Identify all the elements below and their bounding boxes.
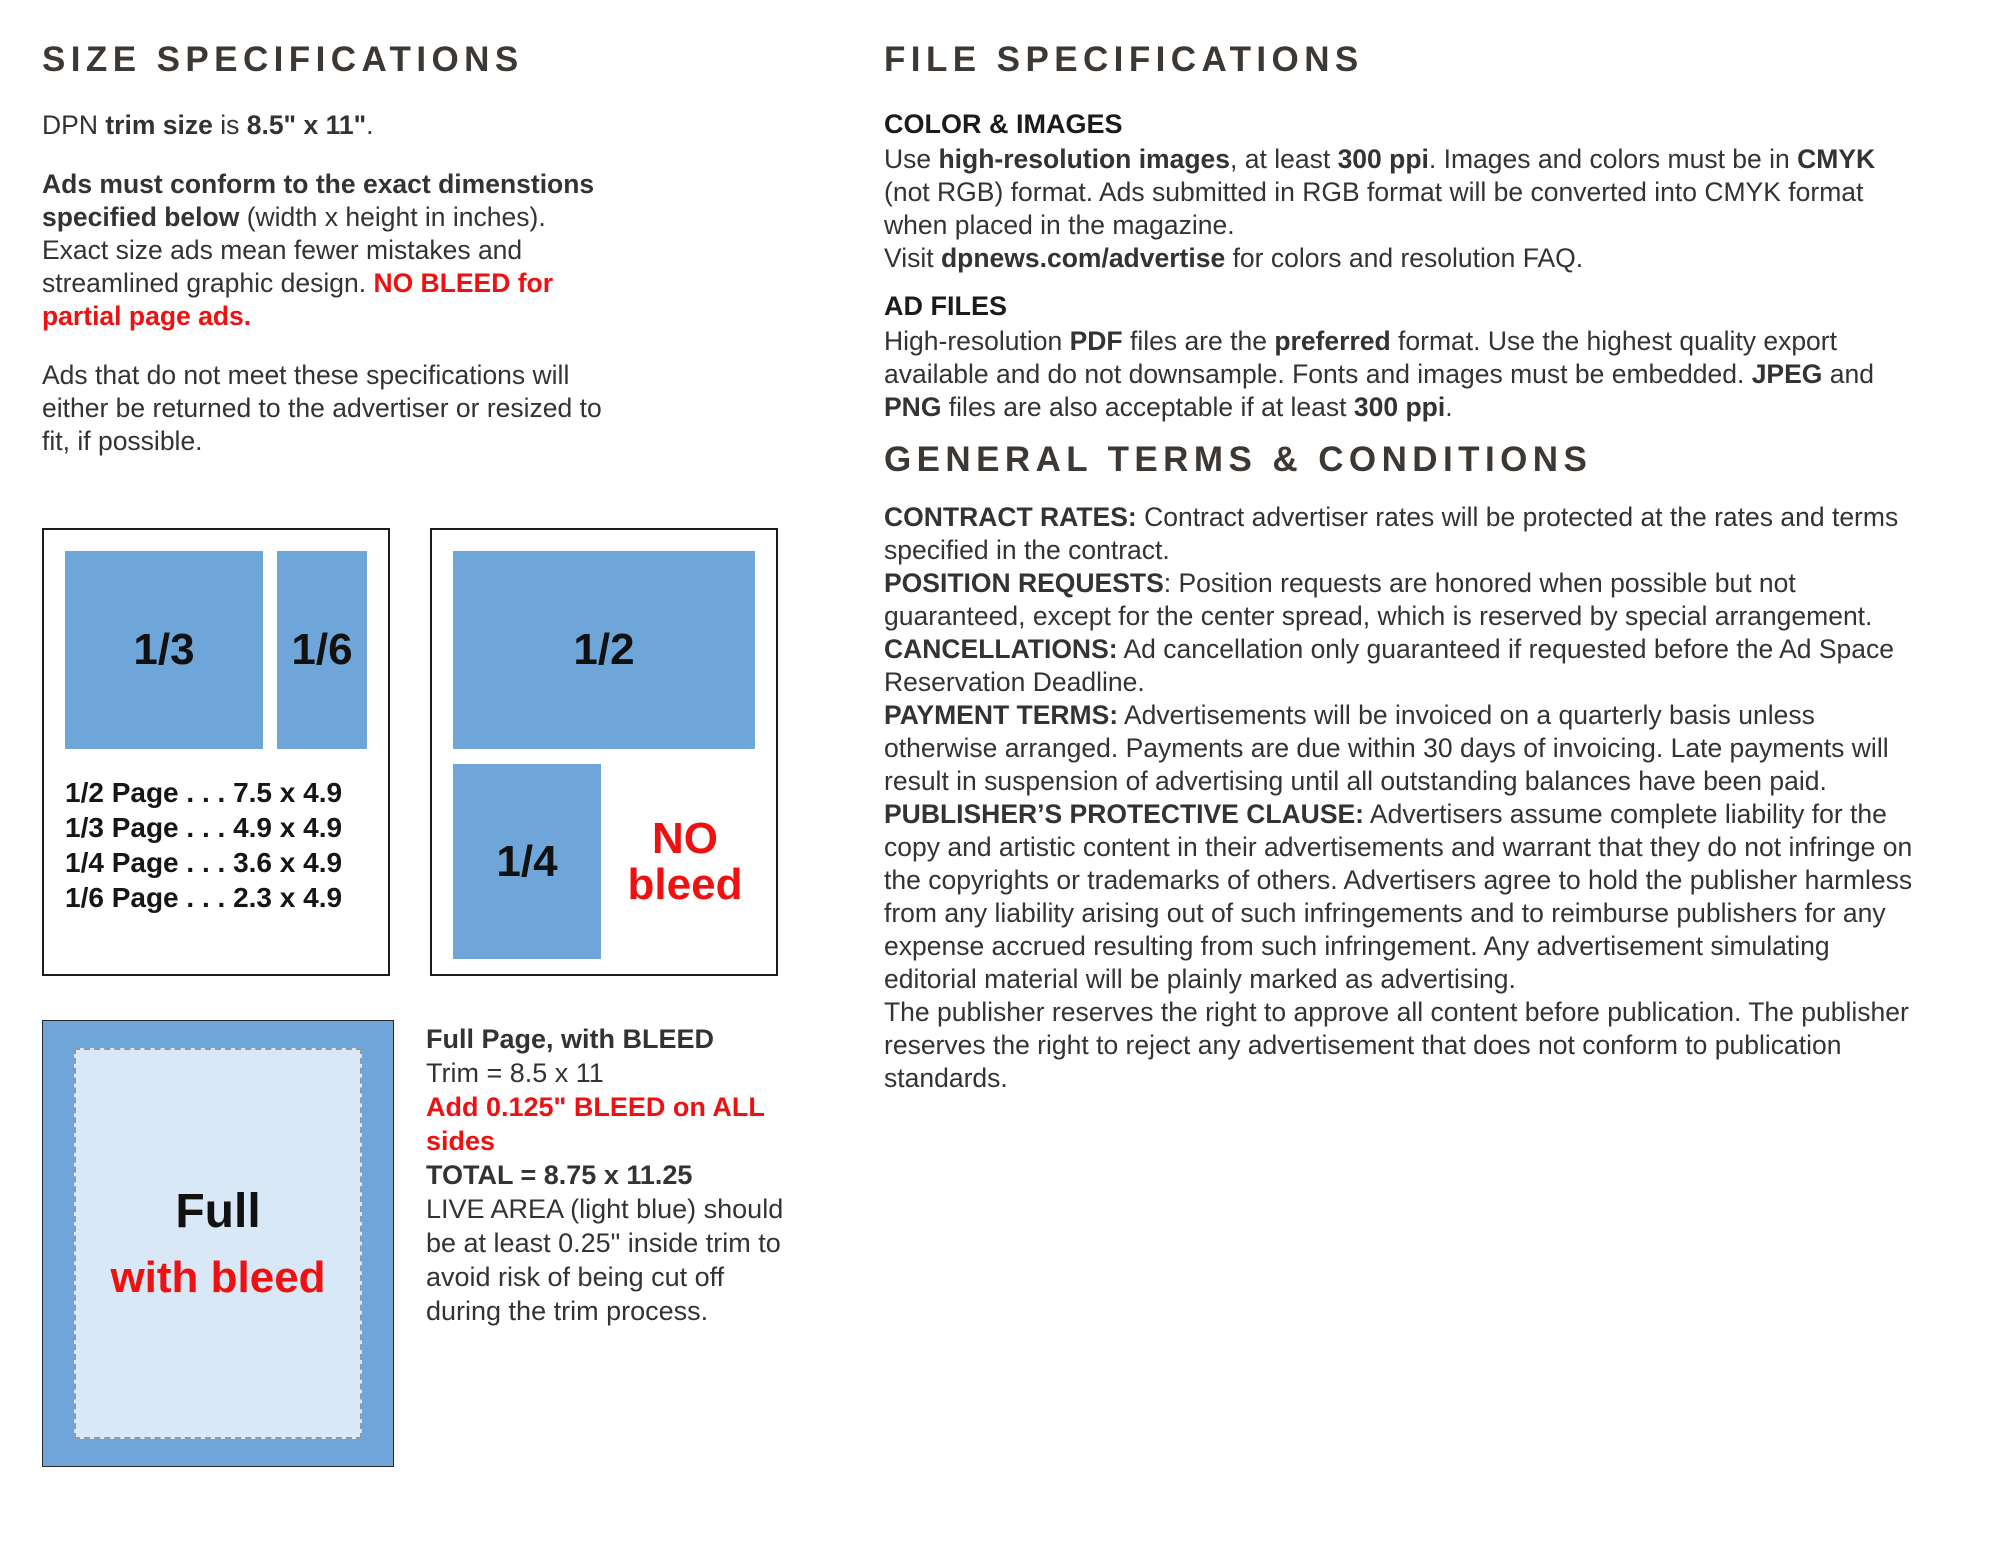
full-page-bleed-note: Full Page, with BLEED Trim = 8.5 x 11 Ad… [426, 1020, 784, 1467]
half-page-size: 1/2 Page . . . 7.5 x 4.9 [65, 777, 343, 809]
payment-terms-term: PAYMENT TERMS: Advertisements will be in… [884, 699, 1924, 798]
text-segment: format. Use the highest quality export a… [884, 326, 1837, 390]
text-segment: files are also acceptable if at least [941, 392, 1354, 423]
full-page-bleed-box: Full with bleed [42, 1020, 394, 1468]
text-segment: NO BLEED for partial page ads. [42, 268, 554, 332]
text-segment: CANCELLATIONS: [884, 634, 1118, 665]
text-segment: files are the [1122, 326, 1275, 357]
text-segment: : Position requests are honored when pos… [884, 568, 1873, 632]
text-segment: Ads must conform to the exact dimenstion… [42, 169, 595, 233]
text-segment: high-resolution images [938, 144, 1231, 175]
text-segment: POSITION REQUESTS [884, 568, 1164, 599]
quarter-label: 1/4 [496, 836, 558, 886]
quarter-page-size: 1/4 Page . . . 3.6 x 4.9 [65, 847, 343, 879]
nonconforming-ads-paragraph: Ads that do not meet these specification… [42, 360, 602, 457]
text-segment: Advertisers assume complete liability fo… [884, 799, 1913, 1094]
text-segment: Advertisements will be invoiced on a qua… [884, 700, 1889, 797]
text-segment: JPEG [1751, 359, 1823, 390]
text-segment: High-resolution [884, 326, 1070, 357]
text-segment: Ad cancellation only guaranteed if reque… [884, 634, 1894, 698]
no-bleed-label: NO bleed [627, 813, 743, 909]
half-label: 1/2 [573, 625, 635, 675]
advertise-url: dpnews.com/advertise [940, 243, 1226, 274]
text-segment: 300 ppi [1353, 392, 1446, 423]
text-segment: . Images and colors must be in [1428, 144, 1798, 175]
size-specifications-section: SIZE SPECIFICATIONS DPN trim size is 8.5… [42, 34, 784, 1468]
position-requests-term: POSITION REQUESTS: Position requests are… [884, 567, 1924, 633]
publishers-protective-clause-term: PUBLISHER’S PROTECTIVE CLAUSE: Advertise… [884, 798, 1924, 1095]
general-terms-heading: GENERAL TERMS & CONDITIONS [884, 440, 1593, 480]
text-segment: (not RGB) format. Ads submitted in RGB f… [884, 177, 1864, 274]
half-page-box: 1/2 [453, 551, 755, 750]
text-segment: PDF [1069, 326, 1123, 357]
cancellations-term: CANCELLATIONS: Ad cancellation only guar… [884, 633, 1924, 699]
text-segment: (width x height in inches). Exact size a… [42, 202, 546, 299]
half-quarter-diagram: 1/2 1/4 NO bleed [430, 528, 778, 977]
with-bleed-label: with bleed [110, 1253, 326, 1303]
text-segment: preferred [1274, 326, 1391, 357]
text-segment: . [1445, 392, 1453, 423]
exact-dimensions-paragraph: Ads must conform to the exact dimenstion… [42, 168, 610, 333]
partial-page-diagram-row: 1/3 1/6 1/2 Page . . . 7.5 x 4.9 1/3 Pag… [42, 528, 784, 977]
text-segment: TOTAL = 8.75 x 11.25 [426, 1160, 693, 1191]
color-images-subheading: COLOR & IMAGES [884, 109, 1123, 140]
text-segment: PAYMENT TERMS: [884, 700, 1119, 731]
fraction-rects-row: 1/3 1/6 [65, 551, 367, 750]
ad-files-paragraph: High-resolution PDF files are the prefer… [884, 325, 1924, 424]
ad-specifications-page: SIZE SPECIFICATIONS DPN trim size is 8.5… [42, 34, 1924, 1468]
text-segment: PNG [884, 392, 942, 423]
color-images-paragraph: Use high-resolution images, at least 300… [884, 143, 1924, 275]
quarter-page-box: 1/4 [453, 764, 601, 960]
ad-size-list: 1/2 Page . . . 7.5 x 4.9 1/3 Page . . . … [65, 775, 367, 915]
text-segment: , at least [1230, 144, 1338, 175]
third-page-size: 1/3 Page . . . 4.9 x 4.9 [65, 812, 343, 844]
full-page-label: Full [175, 1185, 261, 1239]
quarter-row: 1/4 NO bleed [453, 764, 755, 960]
text-segment: 8.5" x 11" [246, 110, 367, 141]
one-sixth-page-box: 1/6 [277, 551, 367, 750]
text-segment: and [1822, 359, 1874, 390]
text-segment: CONTRACT RATES: [884, 502, 1137, 533]
one-third-page-box: 1/3 [65, 551, 263, 750]
text-segment: for colors and resolution FAQ. [1225, 243, 1584, 274]
file-specifications-heading: FILE SPECIFICATIONS [884, 40, 1364, 79]
file-specs-and-terms-section: FILE SPECIFICATIONS COLOR & IMAGES Use h… [884, 34, 1924, 1467]
contract-rates-term: CONTRACT RATES: Contract advertiser rate… [884, 501, 1924, 567]
live-area-box: Full with bleed [74, 1048, 362, 1440]
sixth-page-size: 1/6 Page . . . 2.3 x 4.9 [65, 882, 343, 914]
text-segment: Contract advertiser rates will be protec… [884, 502, 1899, 566]
text-segment: Trim = 8.5 x 11 [426, 1058, 604, 1089]
text-segment: 300 ppi [1337, 144, 1429, 175]
text-segment: . [366, 110, 374, 141]
fraction-sizes-diagram: 1/3 1/6 1/2 Page . . . 7.5 x 4.9 1/3 Pag… [42, 528, 390, 977]
text-segment: CMYK [1797, 144, 1876, 175]
text-segment: Full Page, with BLEED [426, 1024, 715, 1055]
ad-files-subheading: AD FILES [884, 291, 1008, 322]
text-segment: trim size [105, 110, 213, 141]
text-segment: Add 0.125" BLEED on ALL sides [426, 1092, 765, 1157]
text-segment: is [212, 110, 247, 141]
text-segment: PUBLISHER’S PROTECTIVE CLAUSE: [884, 799, 1364, 830]
text-segment: Use [884, 144, 939, 175]
text-segment: DPN [42, 110, 106, 141]
text-segment: LIVE AREA (light blue) should be at leas… [426, 1194, 784, 1327]
one-third-label: 1/3 [133, 625, 195, 675]
full-page-diagram-row: Full with bleed Full Page, with BLEED Tr… [42, 1020, 784, 1468]
trim-size-paragraph: DPN trim size is 8.5" x 11". [42, 109, 610, 142]
size-specifications-heading: SIZE SPECIFICATIONS [42, 40, 524, 79]
one-sixth-label: 1/6 [291, 625, 353, 675]
